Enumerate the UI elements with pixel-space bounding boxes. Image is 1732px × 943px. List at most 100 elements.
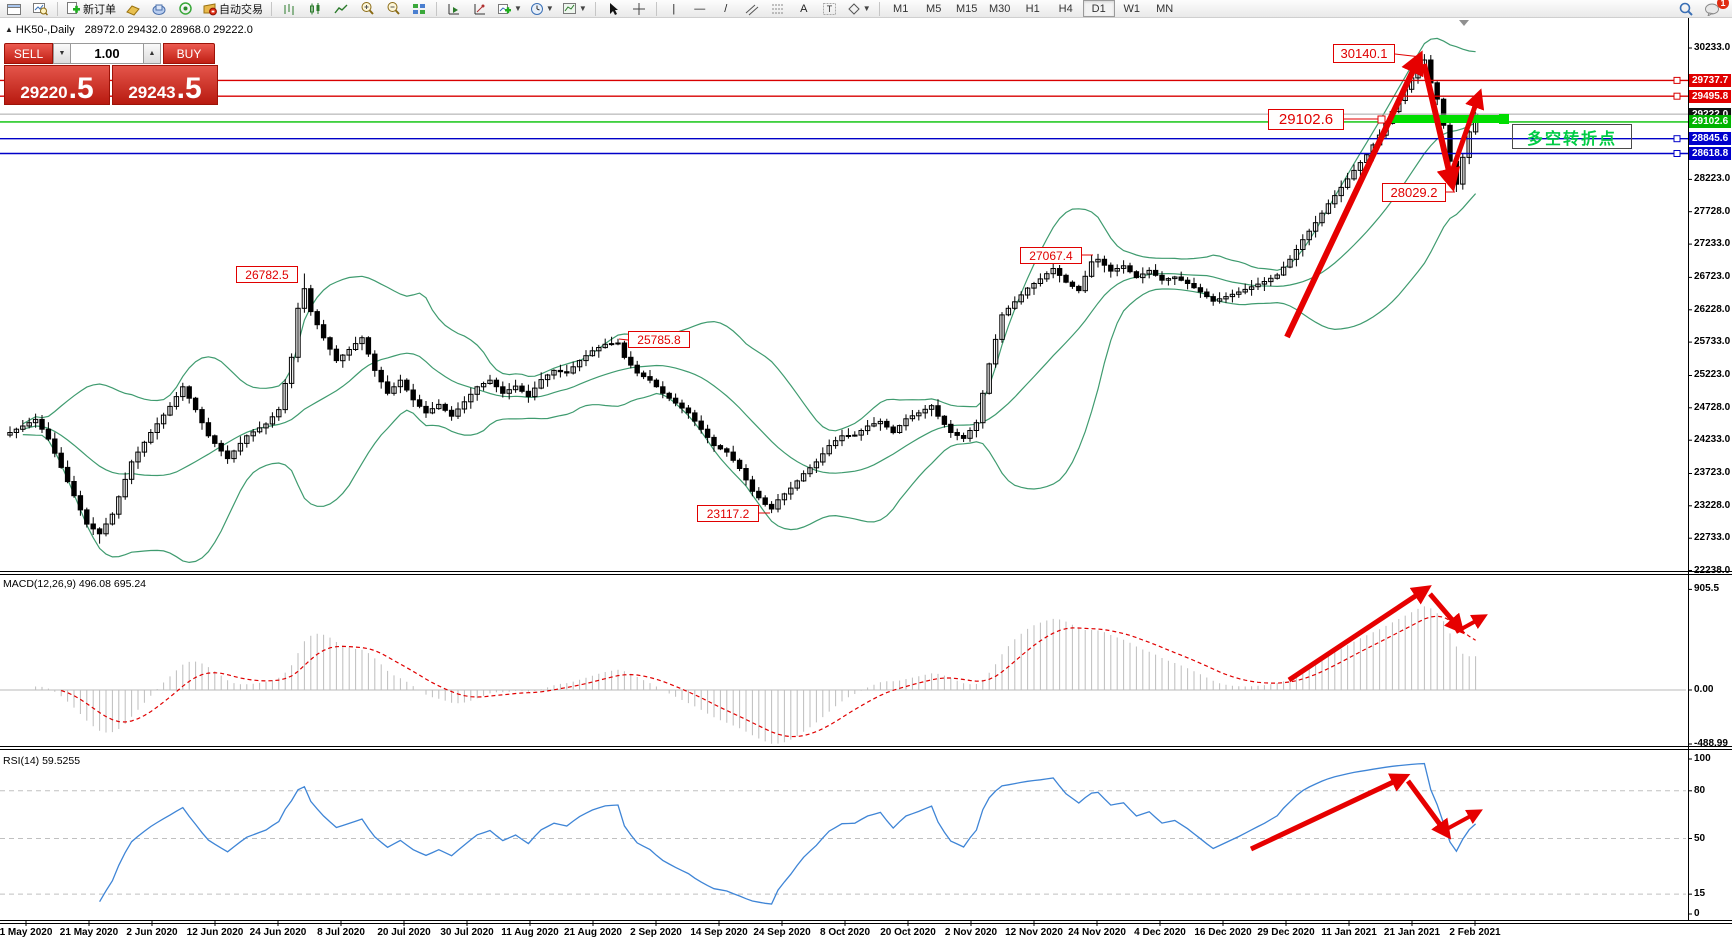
tf-button-H1[interactable]: H1 [1025, 2, 1040, 15]
terminal-button[interactable] [147, 0, 171, 18]
tf-button-M15[interactable]: M15 [955, 2, 978, 15]
caret-down-icon: ▼ [862, 3, 871, 13]
fibonacci-tool-button[interactable] [766, 0, 790, 18]
swing-price-callout[interactable]: 30140.1 [1333, 44, 1395, 63]
callout-anchor-handle[interactable] [1377, 115, 1386, 124]
symbol-period-label: HK50-,Daily [15, 24, 75, 36]
channel-tool-button[interactable] [740, 0, 764, 18]
tf-button-MN[interactable]: MN [1156, 2, 1174, 15]
swing-price-callout[interactable]: 25785.8 [628, 331, 690, 348]
toolbar-separator [57, 1, 58, 16]
price-axis-tick: 26228.0 [1694, 304, 1731, 315]
trend-arrow-main[interactable] [1421, 63, 1461, 193]
rsi-axis-tick: 100 [1694, 753, 1711, 764]
trend-arrow-rsi[interactable] [1249, 773, 1411, 852]
price-axis-tick: 30233.0 [1694, 42, 1731, 53]
bollinger-band-line [22, 193, 1477, 564]
one-click-trading-panel: SELL ▼ ▲ BUY 29220 .5 29243 .5 [4, 43, 218, 105]
trend-arrow-macd[interactable] [1287, 585, 1432, 683]
bull-bear-turning-point-note[interactable]: 多空转折点 [1512, 124, 1632, 149]
buy-price-display[interactable]: 29243 .5 [112, 65, 218, 105]
period-button[interactable]: ▼ [527, 0, 557, 18]
line-handle[interactable] [1673, 135, 1681, 143]
text-tool-button[interactable]: A [800, 2, 808, 15]
swing-price-callout[interactable]: 26782.5 [236, 266, 298, 283]
crosshair-tool-button[interactable] [627, 0, 651, 18]
trendline-tool-button[interactable]: / [724, 2, 728, 15]
tile-windows-button[interactable] [407, 0, 431, 18]
trend-arrow-macd[interactable] [1455, 614, 1488, 634]
tf-button-M30[interactable]: M30 [988, 2, 1011, 15]
swing-price-callout[interactable]: 28029.2 [1382, 183, 1446, 202]
highlight-bar-handle[interactable] [1499, 114, 1509, 124]
label-tool-button[interactable]: T [818, 0, 842, 18]
new-chart-button[interactable] [2, 0, 26, 18]
tf-button-D1[interactable]: D1 [1082, 0, 1115, 17]
signals-button[interactable] [173, 0, 197, 18]
template-button[interactable]: ▼ [559, 0, 590, 18]
line-chart-button[interactable] [329, 0, 353, 18]
trend-arrow-main[interactable] [1284, 50, 1424, 339]
add-indicator-button[interactable]: ▼ [494, 0, 525, 18]
price-axis-tick: 27233.0 [1694, 238, 1731, 249]
rsi-axis-tick: 0 [1694, 908, 1700, 919]
toolbar-separator [594, 1, 596, 16]
swing-price-callout[interactable]: 29102.6 [1268, 109, 1344, 130]
price-axis-tick: 24728.0 [1694, 402, 1731, 413]
trend-arrow-macd[interactable] [1428, 592, 1465, 635]
price-level-chip: 28845.6 [1689, 132, 1731, 145]
toolbar: 新订单 自动交易 ▼ ▼ ▼ | — / A T ▼ M1 M5 M [0, 0, 1732, 18]
timeframe-toolbar: M1 M5 M15 M30 H1 H4 D1 W1 MN [885, 0, 1181, 17]
bar-chart-button[interactable] [277, 0, 301, 18]
candlestick-button[interactable] [303, 0, 327, 18]
tf-button-H4[interactable]: H4 [1058, 2, 1073, 15]
cursor-tool-button[interactable] [601, 0, 625, 18]
swing-price-callout[interactable]: 27067.4 [1020, 247, 1082, 264]
callout-connector [1394, 53, 1422, 58]
line-handle[interactable] [1673, 150, 1681, 157]
autotrading-button[interactable]: 自动交易 [199, 0, 266, 18]
new-order-button[interactable]: 新订单 [63, 0, 119, 18]
date-axis-label: 4 Dec 2020 [1134, 927, 1186, 938]
sell-button[interactable]: SELL [4, 43, 53, 64]
sell-price-display[interactable]: 29220 .5 [4, 65, 110, 105]
tf-button-M5[interactable]: M5 [926, 2, 942, 15]
line-handle[interactable] [1673, 92, 1681, 100]
buy-price-main: 29243 [128, 83, 176, 102]
zoom-in-button[interactable] [355, 0, 379, 18]
notifications-button[interactable]: 1 [1700, 0, 1729, 18]
line-handle[interactable] [1673, 76, 1681, 84]
caret-down-icon: ▼ [514, 3, 522, 13]
vline-tool-button[interactable]: | [672, 2, 676, 15]
macd-signal-line [61, 615, 1476, 738]
swing-price-callout[interactable]: 23117.2 [697, 505, 759, 522]
volume-increase-button[interactable]: ▲ [143, 43, 161, 64]
toolbar-separator [436, 1, 437, 16]
volume-decrease-button[interactable]: ▼ [53, 43, 71, 64]
indicator-list-button[interactable] [468, 0, 492, 18]
data-window-button[interactable] [442, 0, 466, 18]
chart-profile-button[interactable] [28, 0, 52, 18]
trend-arrow-rsi[interactable] [1444, 809, 1483, 832]
shapes-tool-button[interactable]: ▼ [844, 0, 874, 18]
collapse-triangle-icon: ▲ [5, 25, 13, 34]
date-axis-label: 14 Sep 2020 [690, 927, 748, 938]
tf-button-M1[interactable]: M1 [893, 2, 909, 15]
rsi-line [99, 762, 1477, 905]
tf-button-W1[interactable]: W1 [1123, 2, 1140, 15]
search-button[interactable] [1674, 0, 1698, 18]
toolbar-separator [271, 1, 272, 16]
trend-arrow-main[interactable] [1446, 88, 1485, 181]
trend-arrow-rsi[interactable] [1405, 779, 1452, 840]
zoom-out-button[interactable] [381, 0, 405, 18]
candle-wicks [9, 54, 1477, 544]
hline-tool-button[interactable]: — [694, 2, 706, 15]
date-axis-label: 8 Oct 2020 [819, 927, 871, 938]
buy-button[interactable]: BUY [163, 43, 215, 64]
metaeditor-button[interactable] [121, 0, 145, 18]
volume-input[interactable] [71, 43, 143, 64]
support-highlight-bar[interactable] [1390, 115, 1506, 123]
price-axis-tick: 24233.0 [1694, 434, 1731, 445]
